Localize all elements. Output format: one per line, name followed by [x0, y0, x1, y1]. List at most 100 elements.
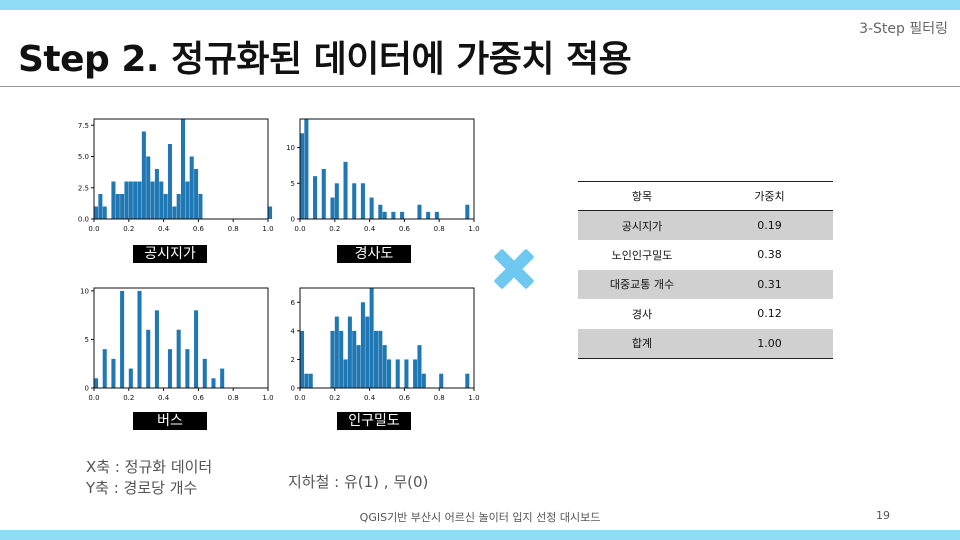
x-tick-label: 0.2 [329, 225, 340, 233]
histogram-population-density-svg: 0.0 0.2 0.4 0.6 0.8 1.0 0 2 4 6 [291, 287, 480, 402]
table-row: 공시지가 0.19 [578, 210, 833, 240]
histogram-bar [163, 194, 168, 219]
row-item: 합계 [578, 328, 706, 359]
x-tick-label: 0.6 [193, 225, 205, 233]
x-tick-label: 0.8 [228, 394, 239, 402]
row-weight: 0.19 [706, 210, 833, 240]
histogram-bar [154, 310, 159, 388]
row-weight: 0.12 [757, 307, 782, 321]
histogram-bar [373, 330, 378, 388]
chart-label-population-density: 인구밀도 [337, 412, 411, 430]
histogram-bar [176, 329, 181, 388]
x-tick-label: 1.0 [468, 394, 479, 402]
table-row: 경사 0.12 [578, 299, 833, 329]
histogram-bar [378, 330, 383, 388]
histogram-bar [421, 373, 426, 388]
histogram-bar [220, 368, 225, 388]
slide-title: Step 2. 정규화된 데이터에 가중치 적용 [18, 39, 632, 80]
table-row-total: 합계 1.00 [578, 328, 833, 359]
histogram-bar [369, 197, 374, 219]
x-tick-label: 0.4 [364, 225, 376, 233]
plot-frame [93, 118, 269, 220]
histogram-bar [330, 197, 335, 219]
histogram-bar [137, 290, 142, 388]
histogram-bar [356, 345, 361, 388]
x-tick-label: 0.6 [399, 225, 411, 233]
y-tick-label: 6 [291, 299, 296, 307]
histogram-bar [154, 169, 159, 219]
histogram-bar [404, 359, 409, 388]
histogram-bar [194, 169, 199, 219]
x-tick-label: 0.0 [294, 394, 305, 402]
y-tick-label: 4 [291, 327, 296, 335]
row-item: 노인인구밀도 [611, 248, 673, 262]
histogram-bar [146, 156, 151, 219]
histogram-bar [268, 206, 273, 219]
multiply-icon [494, 249, 534, 289]
histogram-bar [382, 211, 387, 219]
histogram-bar [343, 359, 348, 388]
histogram-bar [465, 373, 470, 388]
histogram-bar [417, 204, 422, 219]
histogram-bar [185, 181, 190, 219]
histogram-bar [434, 211, 439, 219]
histogram-bar [202, 358, 207, 388]
footer-text: QGIS기반 부산시 어르신 놀이터 입지 선정 대시보드 [359, 511, 601, 524]
y-tick-label: 5 [85, 336, 89, 344]
weight-table: 항목 가중치 공시지가 0.19 노인인구밀도 0.38 대중교통 개수 0.3… [578, 181, 833, 359]
histogram-bar [111, 358, 116, 388]
histogram-bar [137, 181, 142, 219]
histogram-land-price: 0.0 0.2 0.4 0.6 0.8 1.0 0.0 2.5 5.0 7.5 [74, 115, 274, 245]
histogram-bar [313, 176, 318, 219]
histogram-bar [120, 194, 125, 219]
histogram-population-density: 0.0 0.2 0.4 0.6 0.8 1.0 0 2 4 6 [280, 284, 480, 414]
histogram-bar [300, 133, 305, 219]
histogram-bar [120, 290, 125, 388]
histogram-bus-svg: 0.0 0.2 0.4 0.6 0.8 1.0 0 5 10 [80, 287, 273, 402]
y-tick-label: 10 [286, 144, 295, 152]
row-item: 경사 [631, 307, 653, 321]
histogram-slope: 0.0 0.2 0.4 0.6 0.8 1.0 0 5 10 [280, 115, 480, 245]
histogram-bar [124, 181, 129, 219]
histogram-bar [413, 359, 418, 388]
histogram-bar [159, 181, 164, 219]
y-tick-label: 2 [291, 356, 295, 364]
histogram-bar [360, 302, 365, 388]
x-tick-label: 0.0 [88, 225, 99, 233]
histogram-bar [334, 316, 339, 388]
row-weight: 1.00 [706, 328, 833, 359]
row-item: 대중교통 개수 [578, 269, 706, 299]
y-tick-label: 0 [291, 216, 295, 224]
x-tick-label: 0.0 [294, 225, 305, 233]
histogram-bar [128, 368, 133, 388]
histogram-bar [146, 329, 151, 388]
note-y-axis: Y축 : 경로당 개수 [86, 479, 198, 497]
histogram-bar [339, 330, 344, 388]
histogram-bar [189, 156, 194, 219]
histogram-bar [94, 206, 99, 219]
histogram-bar [426, 211, 431, 219]
table-row: 노인인구밀도 0.38 [578, 240, 833, 270]
histogram-bus: 0.0 0.2 0.4 0.6 0.8 1.0 0 5 10 [74, 284, 274, 414]
y-tick-label: 5.0 [78, 153, 89, 161]
header-weight: 가중치 [706, 181, 833, 211]
histogram-bar [94, 378, 99, 388]
y-tick-label: 2.5 [78, 184, 89, 192]
histogram-bar [150, 181, 155, 219]
histogram-bar [194, 310, 199, 388]
histogram-bar [352, 330, 357, 388]
x-tick-label: 1.0 [262, 394, 273, 402]
histogram-bar [167, 144, 172, 219]
x-tick-label: 0.2 [329, 394, 340, 402]
histogram-bar [185, 349, 190, 388]
histogram-bar [382, 345, 387, 388]
plot-frame [93, 287, 269, 389]
y-tick-label: 10 [80, 287, 89, 295]
y-tick-label: 7.5 [78, 122, 89, 130]
plot-frame [299, 118, 475, 220]
histogram-bar [395, 359, 400, 388]
histogram-bar [334, 183, 339, 219]
histogram-bar [167, 349, 172, 388]
note-subway: 지하철 : 유(1) , 무(0) [288, 473, 429, 491]
page-number: 19 [876, 509, 890, 522]
